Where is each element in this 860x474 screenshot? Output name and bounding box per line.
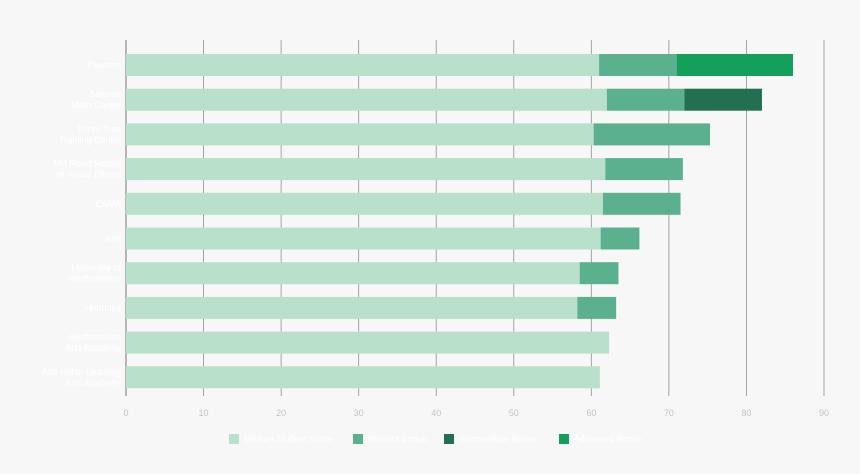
- x-tick-label: 60: [586, 408, 596, 418]
- legend-swatch-2: [353, 434, 363, 444]
- x-axis-ticks: 0 10 20 30 40 50 60 70 80 90: [123, 408, 829, 418]
- bar-segment-2-3: [684, 88, 762, 111]
- bar-segment-4-1: [126, 158, 606, 181]
- x-tick-label: 0: [123, 408, 128, 418]
- legend-swatch-1: [229, 434, 239, 444]
- category-label: Arts within Learning Arts Academy: [42, 367, 122, 388]
- category-label: Hertfordshire Arts Academy: [65, 332, 121, 353]
- category-label: ESMA: [95, 199, 121, 209]
- category-label: Hebrides: [85, 303, 122, 313]
- bar-segment-5-1: [126, 192, 603, 215]
- bar-segment-10-1: [126, 366, 600, 389]
- bars: [126, 54, 793, 389]
- x-tick-label: 10: [199, 408, 209, 418]
- category-label: University of Hertfordshire: [69, 263, 122, 284]
- bar-segment-2-1: [126, 88, 607, 111]
- bar-segment-3-2: [593, 123, 710, 146]
- x-tick-label: 40: [431, 408, 441, 418]
- x-tick-label: 20: [276, 408, 286, 418]
- bar-segment-8-2: [577, 296, 617, 319]
- legend-swatch-4: [559, 434, 569, 444]
- legend-label-1: Median Student Score: [244, 434, 333, 444]
- legend-label-3: Intermediate Bonus: [459, 434, 538, 444]
- legend-label-4: Advanced Bonus: [574, 434, 643, 444]
- category-label: Pearson: [87, 60, 121, 70]
- legend: Median Student Score Student Bonus Interme…: [229, 434, 643, 444]
- x-tick-label: 80: [741, 408, 751, 418]
- bar-segment-1-2: [599, 54, 677, 76]
- category-label: Arts: [105, 234, 122, 244]
- x-tick-label: 50: [509, 408, 519, 418]
- bar-segment-2-2: [606, 88, 685, 111]
- bar-segment-6-1: [126, 227, 601, 250]
- category-label: Three Tree Training Center: [59, 124, 121, 145]
- bar-segment-1-1: [126, 54, 600, 76]
- legend-swatch-3: [444, 434, 454, 444]
- bar-segment-9-1: [126, 331, 610, 354]
- bar-segment-4-2: [605, 158, 683, 181]
- category-label: Science Math Center: [71, 89, 121, 110]
- bar-segment-7-1: [126, 262, 580, 285]
- bar-segment-3-1: [126, 123, 594, 146]
- bar-segment-7-2: [579, 262, 619, 285]
- x-tick-label: 30: [354, 408, 364, 418]
- category-label: Mill Road School of Visual Effects: [53, 159, 121, 180]
- bar-segment-8-1: [126, 296, 578, 319]
- bar-segment-5-2: [602, 192, 681, 215]
- bar-segment-1-4: [676, 54, 793, 76]
- x-tick-label: 90: [819, 408, 829, 418]
- category-labels: Pearson Science Math Center Three Tree Train…: [42, 60, 122, 388]
- x-tick-label: 70: [664, 408, 674, 418]
- legend-label-2: Student Bonus: [368, 434, 428, 444]
- bar-segment-6-2: [600, 227, 640, 250]
